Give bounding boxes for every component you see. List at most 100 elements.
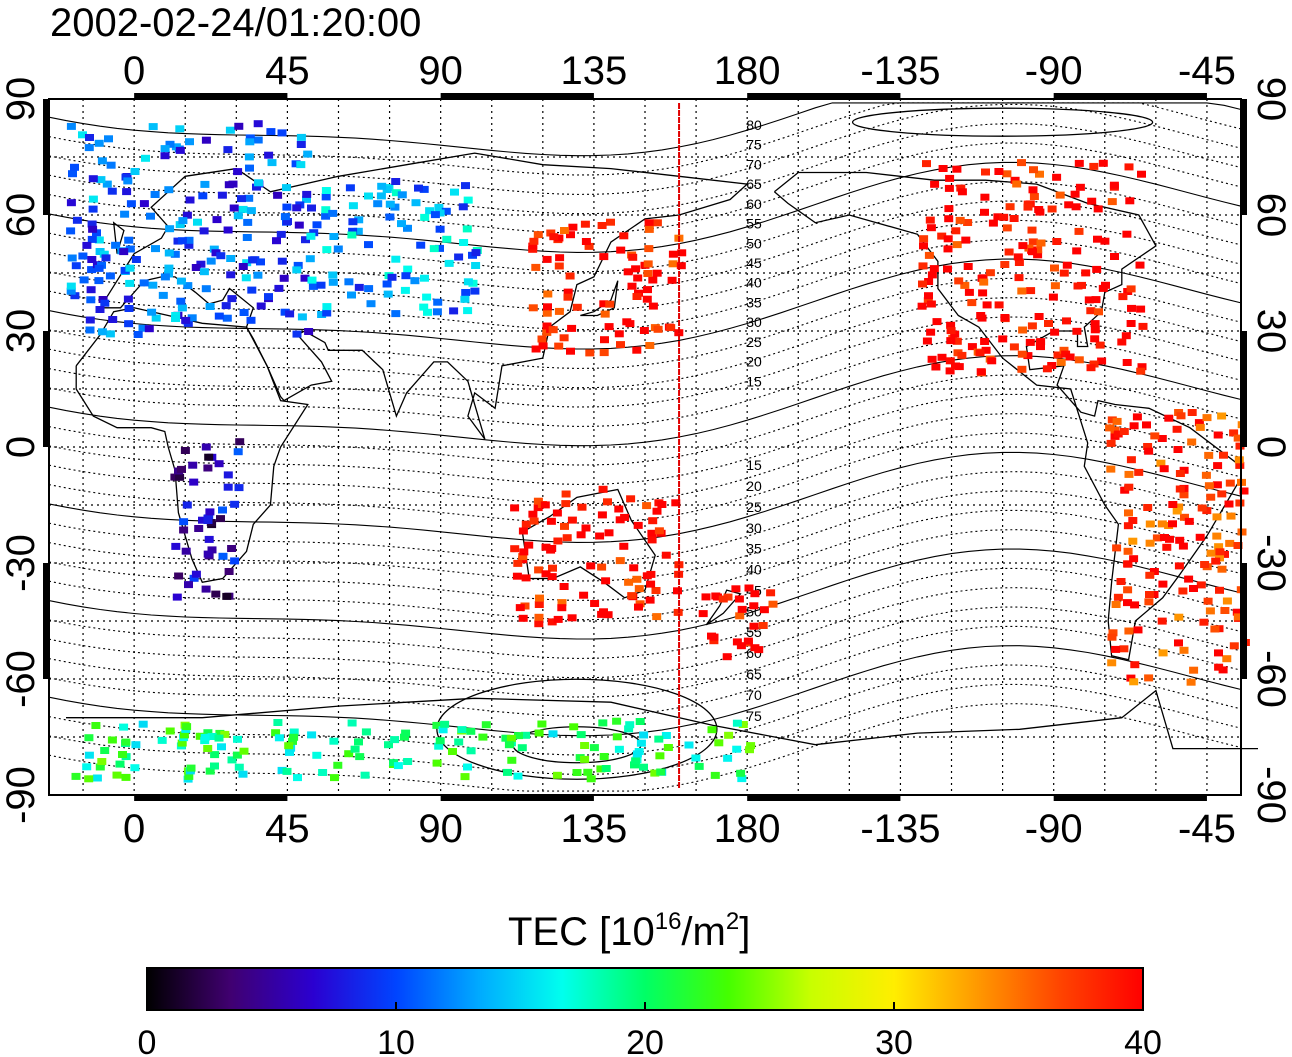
tec-cell-europe — [244, 153, 254, 161]
tec-cell-southern-africa — [204, 535, 214, 543]
tec-cell-europe — [238, 263, 248, 270]
tec-cell-europe — [291, 160, 301, 168]
tec-cell-siberia — [434, 203, 444, 211]
tec-cell-south-america — [1107, 633, 1117, 641]
tec-cell-europe — [131, 256, 141, 263]
tec-cell-siberia — [422, 293, 432, 301]
tec-cell-europe — [158, 291, 168, 299]
tec-cell-south-america — [1144, 598, 1154, 606]
tec-cell-europe — [176, 297, 186, 305]
tec-cell-south-america — [1225, 539, 1235, 547]
tec-cell-siberia — [347, 231, 357, 239]
tec-cell-antarctica — [466, 727, 476, 735]
tec-cell-antarctica — [121, 773, 131, 781]
tec-cell-siberia — [309, 229, 319, 237]
tec-cell-siberia — [463, 278, 473, 286]
tec-cell-east-asia — [616, 341, 625, 349]
tec-cell-south-america — [1142, 421, 1151, 429]
tec-cell-antarctica — [448, 748, 457, 755]
tec-cell-southern-africa — [172, 593, 182, 601]
tec-cell-new-zealand — [732, 638, 742, 646]
tec-cell-australia — [603, 498, 612, 506]
tec-cell-southern-africa — [224, 568, 234, 575]
tec-cell-europe — [200, 180, 210, 188]
tec-cell-north-america — [1110, 253, 1119, 260]
tec-cell-australia — [510, 545, 520, 553]
tec-cell-europe — [160, 273, 170, 281]
tec-cell-south-america — [1195, 533, 1205, 541]
tec-cell-antarctica — [624, 725, 634, 733]
tec-cell-europe — [245, 134, 255, 142]
tec-cell-siberia — [329, 233, 339, 240]
tec-cell-north-america — [1004, 248, 1014, 256]
tec-cell-europe — [181, 316, 191, 324]
tec-cell-europe — [201, 136, 211, 144]
tec-cell-north-america — [954, 363, 964, 371]
tec-cell-southern-africa — [179, 518, 189, 526]
tec-cell-southern-africa — [204, 453, 214, 461]
tec-cell-south-america — [1112, 544, 1122, 552]
tec-cell-antarctica — [277, 766, 287, 774]
tec-cell-europe — [139, 279, 149, 287]
right-latitude-label: 60 — [1249, 193, 1292, 238]
contour-label: 65 — [746, 666, 762, 682]
contour-label: 30 — [746, 520, 762, 536]
bottom-longitude-label: -135 — [860, 807, 940, 851]
tec-cell-north-america — [1107, 198, 1117, 206]
tec-cell-north-america — [1044, 320, 1053, 327]
border-segment — [440, 93, 594, 99]
tec-cell-antarctica — [84, 734, 94, 742]
tec-cell-south-america — [1132, 413, 1142, 421]
tec-cell-australia — [674, 561, 684, 569]
border-segment — [1053, 93, 1207, 99]
tec-cell-north-america — [943, 235, 953, 243]
tec-cell-australia — [562, 534, 572, 542]
tec-cell-new-zealand — [749, 622, 759, 630]
tec-cell-south-america — [1222, 655, 1232, 663]
left-latitude-label: -90 — [0, 766, 43, 824]
contour-label: 55 — [746, 216, 762, 232]
tec-cell-north-america — [961, 236, 971, 244]
top-longitude-label: -45 — [1178, 49, 1236, 93]
tec-cell-siberia — [416, 241, 426, 249]
tec-cell-europe — [130, 168, 140, 175]
tec-cell-europe — [252, 183, 261, 191]
tec-cell-antarctica — [214, 734, 224, 742]
tec-cell-antarctica — [210, 751, 220, 759]
tec-cell-south-america — [1124, 627, 1134, 635]
tec-cell-antarctica — [625, 721, 635, 729]
tec-cell-south-america — [1239, 487, 1249, 495]
tec-cell-australia — [624, 578, 634, 586]
left-latitude-label: -60 — [0, 650, 43, 708]
tec-cell-siberia — [391, 178, 401, 185]
tec-cell-north-america — [1050, 264, 1059, 272]
tec-cell-siberia — [376, 192, 386, 200]
tec-cell-east-asia — [605, 300, 615, 308]
tec-cell-antarctica — [661, 732, 671, 739]
tec-cell-europe — [66, 227, 76, 235]
tec-cell-antarctica — [203, 729, 213, 737]
tec-cell-south-america — [1116, 578, 1126, 585]
tec-cell-siberia — [463, 307, 473, 315]
tec-cell-europe — [88, 195, 98, 203]
tec-cell-siberia — [397, 191, 407, 199]
tec-cell-south-america — [1108, 629, 1118, 637]
tec-cell-europe — [107, 187, 117, 195]
border-segment — [43, 331, 49, 447]
tec-cell-antarctica — [195, 732, 205, 740]
tec-cell-north-america — [1047, 205, 1057, 213]
tec-cell-siberia — [385, 213, 395, 221]
colorbar-ticks: 0 10 20 30 40 — [138, 1002, 1162, 1057]
tec-cell-south-america — [1199, 618, 1209, 626]
tec-cell-europe — [85, 134, 94, 141]
colorbar-tick-label: 0 — [138, 1024, 157, 1057]
tec-cell-east-asia — [619, 232, 629, 240]
tec-cell-antarctica — [737, 775, 747, 783]
tec-cell-southern-africa — [207, 546, 217, 554]
tec-cell-south-america — [1211, 557, 1221, 565]
tec-cell-siberia — [414, 184, 423, 192]
tec-cell-europe — [96, 176, 106, 184]
tec-cell-antarctica — [288, 737, 297, 745]
contour-label: 25 — [746, 499, 762, 515]
tec-cell-north-america — [1090, 326, 1100, 334]
